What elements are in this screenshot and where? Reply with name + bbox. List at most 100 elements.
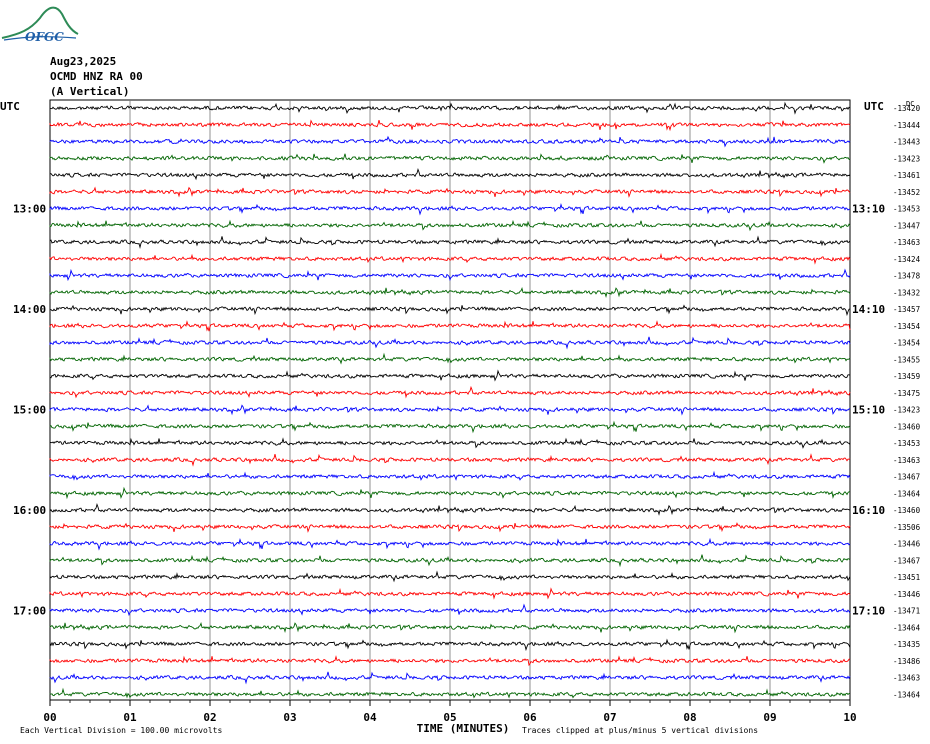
trace-line	[49, 235, 851, 249]
right-hour-label: 13:10	[852, 203, 885, 216]
trace-line	[49, 153, 851, 164]
trace-line	[49, 554, 851, 568]
trace-offset-label: -13443	[893, 138, 920, 147]
trace-line	[49, 385, 851, 399]
trace-line	[49, 119, 851, 132]
trace-offset-label: -13423	[893, 154, 920, 163]
trace-offset-label: -13446	[893, 590, 921, 599]
seismic-traces	[49, 101, 851, 699]
x-tick-label: 06	[523, 711, 537, 724]
trace-offset-label: -13435	[893, 640, 920, 649]
trace-offset-label: -13463	[893, 674, 920, 683]
logo-text: OFGC	[25, 30, 64, 44]
right-hour-label: 16:10	[852, 504, 885, 517]
trace-offset-label: -13463	[893, 238, 920, 247]
trace-offset-label: -13455	[893, 355, 920, 364]
trace-offset-label: -13457	[893, 305, 920, 314]
trace-line	[49, 286, 851, 299]
x-tick-label: 05	[443, 711, 456, 724]
trace-offset-label: -13454	[893, 339, 921, 348]
trace-line	[49, 587, 851, 600]
trace-line	[49, 336, 851, 350]
trace-offset-label: -13467	[893, 556, 920, 565]
trace-offset-label: -13460	[893, 506, 921, 515]
left-hour-label: 15:00	[13, 404, 46, 417]
trace-offset-label: -13423	[893, 406, 920, 415]
trace-line	[49, 352, 851, 365]
trace-offset-label: -13447	[893, 221, 920, 230]
trace-line	[49, 453, 851, 467]
trace-offset-label: -13464	[893, 690, 921, 699]
trace-offset-label: -13475	[893, 389, 920, 398]
trace-line	[49, 470, 851, 481]
logo-wave-icon	[3, 36, 77, 41]
chart-labels: 00 01 02 03 04 05 06 07 08 09 10 TIME (MINUTES) Each…	[0, 100, 921, 735]
trace-offset-label: -13432	[893, 288, 920, 297]
trace-line	[49, 219, 851, 232]
footnote-clipping: Traces clipped at plus/minus 5 vertical …	[522, 726, 758, 735]
right-utc-label: UTC	[864, 100, 884, 113]
trace-line	[49, 603, 851, 617]
trace-line	[49, 135, 851, 148]
chart-component: (A Vertical)	[50, 85, 130, 98]
trace-line	[49, 304, 851, 317]
x-tick-label: 09	[763, 711, 776, 724]
dc-tag: DC	[906, 100, 914, 108]
trace-offset-label: -13453	[893, 439, 920, 448]
trace-line	[49, 404, 851, 416]
trace-offset-label: -13486	[893, 657, 921, 666]
trace-line	[49, 486, 851, 500]
left-hour-label: 17:00	[13, 605, 46, 618]
trace-line	[49, 420, 851, 434]
trace-offset-label: -13454	[893, 322, 921, 331]
logo: OFGC	[1, 6, 79, 44]
trace-offset-label: -13451	[893, 573, 920, 582]
trace-offset-label: -13453	[893, 205, 920, 214]
trace-line	[49, 537, 851, 551]
trace-offset-label: -13420	[893, 104, 921, 113]
x-tick-label: 01	[123, 711, 137, 724]
logo-swoosh-icon	[1, 6, 79, 39]
trace-line	[49, 202, 851, 216]
chart-grid	[49, 99, 851, 706]
trace-offset-label: -13478	[893, 272, 921, 281]
trace-offset-label: -13471	[893, 607, 920, 616]
trace-line	[49, 437, 851, 449]
right-hour-label: 15:10	[852, 404, 885, 417]
left-hour-label: 13:00	[13, 203, 46, 216]
trace-line	[49, 268, 851, 282]
x-axis-title: TIME (MINUTES)	[417, 722, 510, 735]
trace-offset-label: -13446	[893, 540, 921, 549]
trace-line	[49, 369, 851, 382]
right-hour-label: 14:10	[852, 303, 885, 316]
trace-offset-label: -13464	[893, 489, 921, 498]
left-hour-label: 16:00	[13, 504, 46, 517]
trace-offset-label: -13452	[893, 188, 920, 197]
trace-line	[49, 503, 851, 516]
trace-line	[49, 570, 851, 583]
trace-line	[49, 621, 851, 634]
trace-offset-label: -13461	[893, 171, 920, 180]
trace-offset-label: -13460	[893, 422, 921, 431]
x-tick-label: 07	[603, 711, 616, 724]
trace-offset-label: -13459	[893, 372, 920, 381]
x-tick-label: 02	[203, 711, 216, 724]
trace-offset-label: -13424	[893, 255, 921, 264]
trace-line	[49, 655, 851, 667]
right-hour-label: 17:10	[852, 605, 885, 618]
trace-line	[49, 671, 851, 685]
trace-line	[49, 186, 851, 198]
trace-line	[49, 638, 851, 652]
trace-offset-label: -13444	[893, 121, 921, 130]
trace-line	[49, 522, 851, 533]
left-utc-label: UTC	[0, 100, 20, 113]
x-tick-label: 08	[683, 711, 696, 724]
trace-line	[49, 687, 850, 699]
chart-date: Aug23,2025	[50, 55, 117, 68]
trace-offset-label: -13463	[893, 456, 920, 465]
x-tick-label: 10	[843, 711, 856, 724]
trace-offset-label: -13464	[893, 623, 921, 632]
x-tick-label: 04	[363, 711, 377, 724]
chart-station: OCMD HNZ RA 00	[50, 70, 143, 83]
